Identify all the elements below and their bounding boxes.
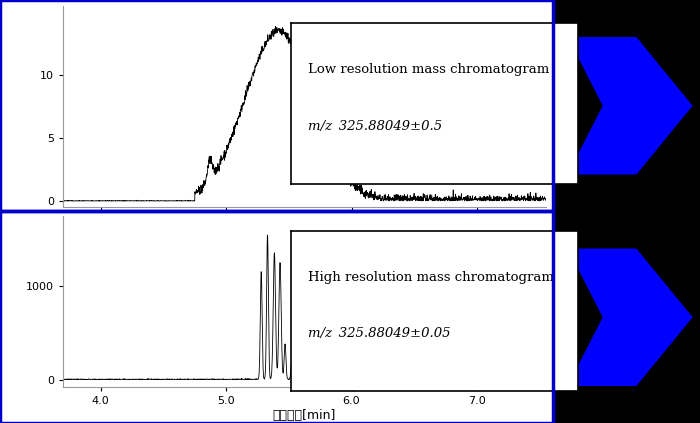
Text: High resolution mass chromatogram: High resolution mass chromatogram	[308, 271, 554, 284]
Text: Low resolution mass chromatogram: Low resolution mass chromatogram	[308, 63, 549, 77]
X-axis label: 経過時間[min]: 経過時間[min]	[273, 409, 336, 422]
Text: m/z 325.88049±0.5: m/z 325.88049±0.5	[308, 120, 442, 133]
Text: m/z 325.88049±0.05: m/z 325.88049±0.05	[308, 327, 450, 340]
Polygon shape	[568, 249, 692, 386]
Polygon shape	[568, 37, 692, 174]
